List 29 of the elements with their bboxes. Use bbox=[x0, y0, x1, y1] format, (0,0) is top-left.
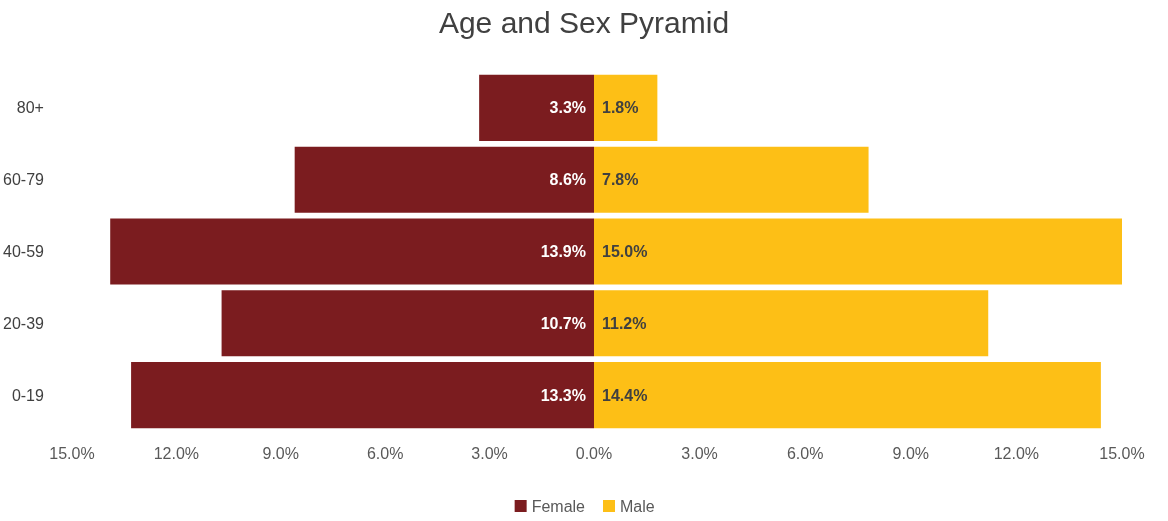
data-label: 3.3% bbox=[549, 99, 586, 117]
x-tick-label: 3.0% bbox=[471, 444, 508, 462]
x-tick-label: 6.0% bbox=[366, 444, 404, 462]
y-tick-label: 80+ bbox=[16, 99, 44, 117]
x-tick-label: 9.0% bbox=[262, 444, 299, 462]
data-label: 15.0% bbox=[602, 243, 648, 260]
y-tick-label: 40-59 bbox=[3, 243, 45, 260]
y-tick-label: 20-39 bbox=[3, 314, 45, 332]
x-tick-label: 0.0% bbox=[575, 444, 613, 462]
x-tick-label: 15.0% bbox=[49, 444, 95, 462]
data-label: 7.8% bbox=[602, 171, 639, 189]
data-label: 11.2% bbox=[602, 314, 647, 332]
legend-label: Male bbox=[620, 497, 655, 515]
x-tick-label: 15.0% bbox=[1099, 444, 1145, 462]
x-tick-label: 12.0% bbox=[993, 444, 1040, 462]
x-tick-label: 3.0% bbox=[681, 444, 718, 462]
data-label: 1.8% bbox=[602, 99, 639, 117]
x-tick-label: 6.0% bbox=[786, 444, 824, 462]
chart-title: Age and Sex Pyramid bbox=[437, 6, 731, 40]
y-tick-label: 60-79 bbox=[3, 171, 45, 189]
data-label: 10.7% bbox=[540, 314, 586, 332]
y-tick-label: 0-19 bbox=[11, 386, 45, 404]
data-label: 14.4% bbox=[602, 386, 648, 404]
data-label: 13.3% bbox=[540, 386, 586, 404]
legend-label: Female bbox=[531, 497, 586, 515]
x-tick-label: 12.0% bbox=[153, 444, 200, 462]
x-tick-label: 9.0% bbox=[892, 444, 930, 462]
data-label: 13.9% bbox=[540, 243, 586, 260]
data-label: 8.6% bbox=[549, 171, 586, 189]
